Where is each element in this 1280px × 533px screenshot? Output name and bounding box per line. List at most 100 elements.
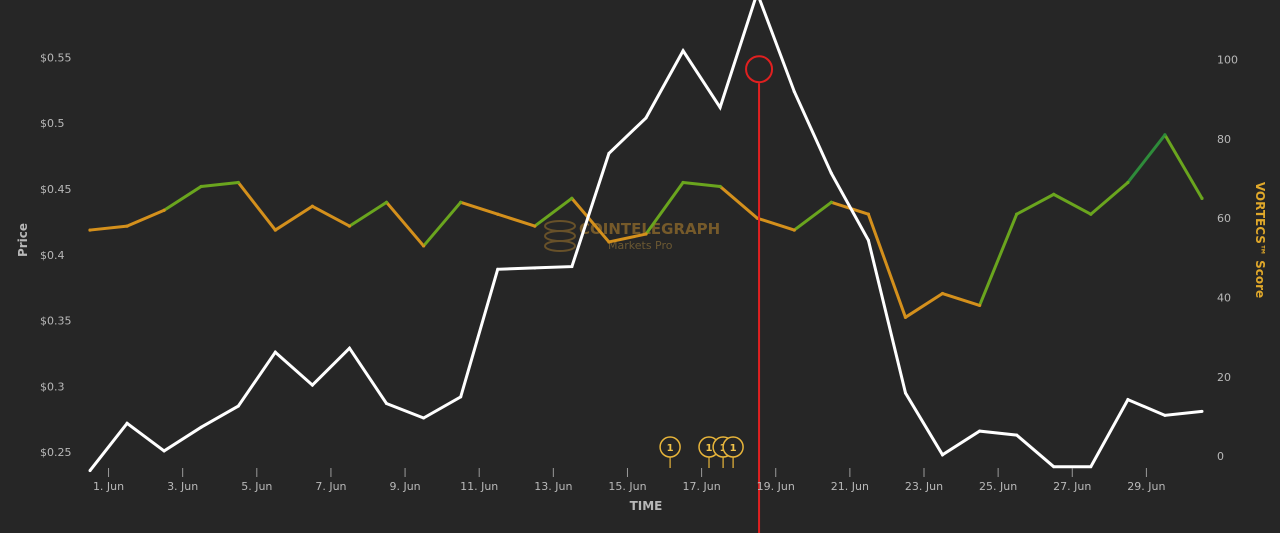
vortecs-score-point [1015,212,1019,216]
price-point [1089,465,1093,469]
vortecs-score-segment [607,232,648,244]
y-left-tick-label: $0.25 [40,446,72,459]
vortecs-score-segment [718,184,759,220]
vortecs-score-segment [347,200,389,228]
vortecs-score-segment [866,212,907,319]
vortecs-score-segment [681,180,722,188]
vortecs-score-segment [310,204,351,228]
price-point [422,416,426,420]
vortecs-score-segment [422,200,463,248]
price-point [1163,413,1167,417]
vortecs-score-point [829,200,833,204]
vortecs-score-segment [459,200,500,216]
price-point [941,453,945,457]
vortecs-score-point [199,184,203,189]
vortecs-score-point [681,180,685,185]
price-point [866,238,870,242]
vortecs-score-segment [978,212,1019,307]
vortecs-score-point [125,224,129,228]
vortecs-score-segment [533,196,574,228]
vortecs-score-point [88,228,92,232]
price-point [125,421,129,425]
event-flag-label: 1 [706,443,713,454]
event-flag-circle [722,436,744,458]
vortecs-score-point [162,208,166,212]
price-point [644,116,648,120]
price-point [1126,398,1130,402]
vortecs-score-segment [644,180,685,236]
vortecs-score-series [88,133,1204,319]
vortecs-score-segment [903,292,945,319]
vortecs-score-segment [496,212,537,228]
vortecs-score-point [903,315,908,319]
x-tick-label: 7. Jun [315,480,346,493]
x-tick-label: 25. Jun [979,480,1017,493]
vortecs-score-point [644,232,648,236]
event-flag-label: 1 [667,443,674,454]
price-series [88,0,1204,473]
vortecs-score-segment [1163,133,1204,200]
y-right-tick-label: 60 [1217,212,1231,225]
vortecs-score-point [718,184,722,189]
y-left-tick-label: $0.4 [40,249,65,262]
vortecs-score-segment [755,216,796,232]
price-point [718,105,722,109]
vortecs-score-point [459,200,463,204]
vortecs-score-segment [1089,180,1130,216]
vortecs-score-segment [1126,133,1167,184]
vortecs-score-segment [792,200,833,232]
price-point [385,402,389,406]
vortecs-score-segment [236,180,277,232]
x-tick-label: 1. Jun [93,480,124,493]
y-right-tick-label: 80 [1217,133,1231,146]
x-tick-label: 15. Jun [608,480,646,493]
vortecs-score-point [1089,212,1093,216]
x-tick-label: 11. Jun [460,480,498,493]
price-point [1015,433,1019,437]
price-point [459,395,463,399]
vortecs-score-point [1200,196,1204,200]
vortecs-score-segment [1052,192,1093,216]
watermark-sub: Markets Pro [608,239,673,252]
vortecs-score-point [236,180,240,185]
x-tick-label: 19. Jun [757,480,795,493]
vortecs-score-point [755,216,759,220]
y-right-tick-label: 100 [1217,54,1238,67]
y-right-tick-label: 40 [1217,291,1231,304]
price-point [273,350,277,354]
event-flag: 1 [722,436,744,468]
highlight-circle [745,55,774,84]
x-tick-label: 5. Jun [241,480,272,493]
price-point [829,171,833,175]
vortecs-score-point [273,228,277,232]
y-left-tick-label: $0.45 [40,183,72,196]
y-right-tick-label: 0 [1217,450,1224,463]
price-point [681,49,685,53]
y-right-axis-title: VORTECS™ Score [1253,182,1267,298]
price-point [310,383,314,387]
vortecs-score-segment [570,196,611,244]
vortecs-score-point [533,224,537,228]
x-tick-label: 13. Jun [534,480,572,493]
x-tick-label: 21. Jun [831,480,869,493]
event-flag-label: 1 [730,443,737,454]
vortecs-score-segment [273,204,314,232]
y-right-tick-label: 20 [1217,371,1231,384]
price-point [978,429,982,433]
price-point [162,449,166,453]
vortecs-score-point [347,224,352,228]
vortecs-score-segment [1015,192,1056,216]
vortecs-score-point [1126,180,1130,185]
vortecs-score-point [570,196,574,200]
vortecs-score-point [384,200,389,204]
y-left-tick-label: $0.5 [40,117,65,130]
vortecs-score-point [866,212,871,216]
price-point [236,404,240,408]
price-point [903,391,907,395]
vortecs-score-point [310,204,314,208]
vortecs-score-point [607,240,611,244]
vortecs-score-point [496,212,500,216]
x-tick-label: 29. Jun [1127,480,1165,493]
price-point [88,469,92,473]
